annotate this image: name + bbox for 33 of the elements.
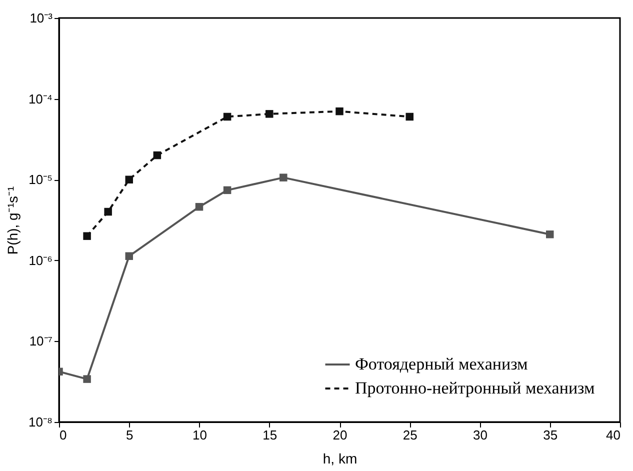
x-tick-label: 40 (606, 428, 620, 442)
x-tick-label: 20 (332, 428, 348, 442)
x-tick-label: 25 (402, 428, 418, 442)
point (280, 174, 288, 182)
point (223, 112, 232, 121)
y-axis-title: P(h), g⁻¹s⁻¹ (4, 186, 20, 255)
x-tick-label: 30 (473, 428, 488, 442)
legend-label: Фотоядерный механизм (355, 354, 528, 374)
point (406, 112, 414, 121)
y-tick-label: 10⁻⁴ (28, 91, 52, 106)
y-tick-label: 10⁻⁸ (28, 414, 52, 430)
y-tick-label: 10⁻⁵ (28, 172, 52, 188)
y-tick-label: 10⁻⁷ (29, 334, 53, 349)
legend-label: Протонно-нейтронный механизм (355, 378, 596, 398)
y-tick-label: 10⁻⁶ (28, 252, 52, 268)
point (83, 375, 91, 383)
x-axis-title: h, km (322, 450, 358, 466)
x-tick-label: 35 (543, 428, 558, 442)
point (546, 230, 554, 238)
point (153, 151, 162, 160)
point (104, 208, 112, 216)
point (223, 186, 232, 194)
x-tick-label: 5 (126, 428, 134, 442)
x-tick-label: 0 (60, 428, 67, 442)
x-tick-label: 15 (262, 428, 278, 442)
point (266, 110, 274, 118)
point (125, 176, 133, 184)
point (83, 232, 91, 240)
point (195, 202, 204, 211)
point (125, 252, 133, 260)
point (336, 107, 344, 116)
y-tick-label: 10⁻³ (30, 10, 54, 26)
x-tick-label: 10 (192, 428, 207, 442)
